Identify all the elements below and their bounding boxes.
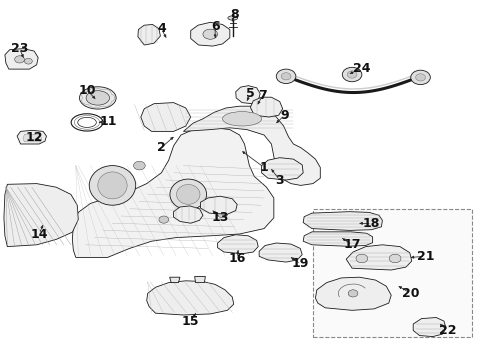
Ellipse shape xyxy=(176,184,200,204)
Polygon shape xyxy=(146,281,233,315)
Ellipse shape xyxy=(227,16,237,20)
Polygon shape xyxy=(259,243,302,262)
Polygon shape xyxy=(17,130,46,144)
Circle shape xyxy=(15,56,24,63)
Text: 19: 19 xyxy=(291,257,309,270)
Text: 23: 23 xyxy=(11,42,28,55)
Polygon shape xyxy=(312,209,471,337)
Polygon shape xyxy=(235,86,260,104)
Polygon shape xyxy=(5,49,38,69)
Text: 11: 11 xyxy=(100,115,117,128)
Polygon shape xyxy=(173,206,203,223)
Polygon shape xyxy=(346,245,411,270)
Text: 24: 24 xyxy=(352,62,370,75)
Text: 9: 9 xyxy=(280,109,288,122)
Text: 5: 5 xyxy=(245,87,254,100)
Text: 17: 17 xyxy=(343,238,360,251)
Ellipse shape xyxy=(98,172,127,199)
Text: 4: 4 xyxy=(157,22,165,35)
Text: 10: 10 xyxy=(78,84,96,96)
Circle shape xyxy=(281,73,290,80)
Polygon shape xyxy=(303,212,382,230)
Text: 18: 18 xyxy=(362,217,380,230)
Circle shape xyxy=(410,70,429,85)
Text: 22: 22 xyxy=(438,324,455,337)
Text: 14: 14 xyxy=(30,228,48,240)
Polygon shape xyxy=(183,106,320,185)
Circle shape xyxy=(217,211,227,218)
Polygon shape xyxy=(138,24,160,45)
Text: 20: 20 xyxy=(401,287,419,300)
Ellipse shape xyxy=(80,87,116,109)
Polygon shape xyxy=(315,277,390,310)
Text: 16: 16 xyxy=(228,252,245,265)
Polygon shape xyxy=(23,134,41,142)
Polygon shape xyxy=(190,22,229,46)
Circle shape xyxy=(159,216,168,223)
Text: 12: 12 xyxy=(25,131,43,144)
Ellipse shape xyxy=(170,179,206,210)
Ellipse shape xyxy=(86,91,109,105)
Polygon shape xyxy=(169,277,180,283)
Polygon shape xyxy=(141,103,190,131)
Ellipse shape xyxy=(203,29,217,39)
Circle shape xyxy=(355,254,367,263)
Text: 2: 2 xyxy=(157,141,165,154)
Text: 8: 8 xyxy=(230,8,239,21)
Text: 15: 15 xyxy=(182,315,199,328)
Text: 1: 1 xyxy=(259,161,268,174)
Text: 3: 3 xyxy=(275,174,284,186)
Circle shape xyxy=(346,71,356,78)
Circle shape xyxy=(347,290,357,297)
Circle shape xyxy=(24,58,32,64)
Text: 7: 7 xyxy=(258,89,266,102)
Polygon shape xyxy=(261,158,303,180)
Polygon shape xyxy=(200,196,237,214)
Text: 21: 21 xyxy=(416,250,433,263)
Polygon shape xyxy=(4,184,78,247)
Circle shape xyxy=(276,69,295,84)
Polygon shape xyxy=(250,97,282,117)
Polygon shape xyxy=(303,232,372,246)
Ellipse shape xyxy=(89,166,136,205)
Circle shape xyxy=(342,67,361,82)
Polygon shape xyxy=(194,276,205,283)
Circle shape xyxy=(415,74,425,81)
Polygon shape xyxy=(72,128,273,257)
Text: 13: 13 xyxy=(211,211,228,224)
Text: 6: 6 xyxy=(210,21,219,33)
Polygon shape xyxy=(412,318,445,337)
Ellipse shape xyxy=(222,112,261,126)
Polygon shape xyxy=(217,235,258,254)
Circle shape xyxy=(388,254,400,263)
Circle shape xyxy=(133,161,145,170)
